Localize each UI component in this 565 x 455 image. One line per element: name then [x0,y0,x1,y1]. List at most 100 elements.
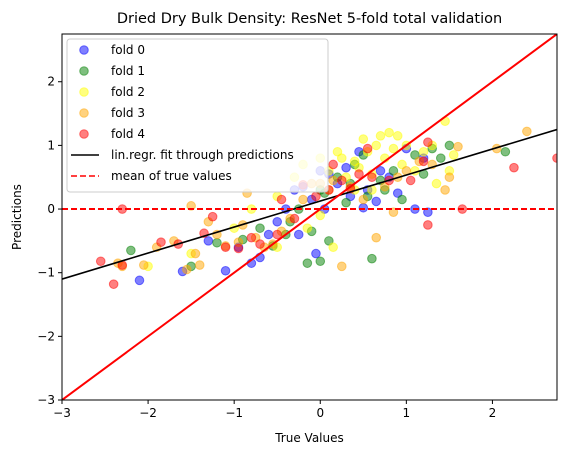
data-point-fold-0 [272,216,283,227]
data-point-fold-1 [367,253,377,264]
data-point-fold-4 [220,242,231,253]
data-point-fold-4 [362,143,373,154]
data-point-fold-4 [95,256,106,267]
data-point-fold-3 [358,194,369,205]
legend-label: fold 3 [111,106,145,120]
legend: fold 0 fold 1 fold 2 fold 3 fold 4 lin.regr. … [66,38,329,193]
data-point-fold-3 [388,207,399,218]
data-point-fold-3 [298,194,308,205]
legend-label: fold 1 [111,64,145,78]
data-point-fold-4 [207,211,218,222]
data-point-fold-0 [263,229,274,240]
data-point-fold-4 [289,213,300,224]
x-tick-label: −2 [139,406,157,420]
data-point-fold-1 [302,258,313,268]
data-point-fold-4 [108,279,119,289]
x-tick-label: 1 [403,406,411,420]
x-tick-label: −3 [53,406,71,420]
data-point-fold-0 [220,265,231,276]
data-point-fold-2 [448,150,459,160]
x-tick-label: 2 [489,406,497,420]
data-point-fold-3 [336,261,347,272]
data-point-fold-3 [186,201,196,211]
data-point-fold-4 [233,243,244,254]
legend-marker [79,66,89,76]
data-point-fold-4 [423,220,433,230]
chart-title: Dried Dry Bulk Density: ResNet 5-fold to… [117,11,502,27]
data-point-fold-3 [371,232,382,243]
data-point-fold-1 [397,194,407,205]
data-point-fold-2 [375,131,386,141]
y-tick-label: 1 [47,138,55,152]
data-point-fold-0 [341,162,351,173]
plot-frame [61,33,558,401]
data-point-fold-1 [500,146,511,157]
data-point-fold-0 [311,248,321,259]
data-point-fold-4 [246,232,257,243]
y-tick-label: 2 [47,75,55,89]
legend-marker [79,129,89,139]
data-point-fold-4 [276,194,287,205]
data-point-fold-2 [388,143,399,154]
data-point-fold-0 [134,275,145,286]
data-point-fold-2 [392,131,403,141]
data-point-fold-4 [328,159,338,170]
data-point-fold-4 [156,237,166,247]
data-point-fold-3 [182,264,192,275]
data-point-fold-2 [418,146,429,157]
legend-marker [79,108,89,118]
identity-line [62,34,557,400]
data-point-fold-3 [453,141,463,152]
y-tick-label: −1 [37,266,55,280]
data-point-fold-2 [302,223,313,233]
data-point-fold-0 [293,229,304,240]
data-point-fold-4 [405,175,416,186]
legend-marker [79,45,89,55]
legend-marker [79,87,89,97]
data-point-fold-4 [552,153,557,163]
data-point-fold-0 [371,196,382,207]
legend-label: fold 0 [111,43,145,57]
data-point-fold-2 [371,140,382,151]
legend-label: mean of true values [111,169,232,183]
data-point-fold-3 [194,260,205,270]
data-point-fold-2 [358,134,369,144]
data-point-fold-3 [190,248,201,259]
data-point-fold-1 [444,140,455,151]
data-point-fold-4 [367,172,377,183]
data-point-fold-4 [311,191,321,202]
plot-area: −3 −2 −1 0 1 2 −3 −2 −1 0 1 2 [37,33,558,420]
legend-label: lin.regr. fit through predictions [111,148,294,162]
data-point-fold-1 [315,256,326,267]
legend-label: fold 2 [111,85,145,99]
data-point-fold-2 [315,210,326,221]
data-point-fold-1 [435,153,446,163]
data-point-fold-3 [138,260,149,270]
data-point-fold-4 [255,239,265,249]
data-point-fold-4 [418,156,429,167]
data-point-fold-1 [255,223,265,233]
data-point-fold-2 [431,178,442,189]
data-point-fold-3 [522,126,532,137]
data-point-fold-4 [423,137,433,148]
data-point-fold-2 [384,127,394,138]
data-point-fold-1 [126,245,136,256]
y-tick-label: −2 [37,329,55,343]
data-point-fold-2 [336,153,347,163]
legend-label: fold 4 [111,127,145,141]
data-point-fold-1 [341,197,351,208]
data-point-fold-0 [423,207,433,218]
y-tick-label: 0 [47,202,55,216]
x-axis-label: True Values [274,431,344,445]
fit-lines [62,34,557,400]
data-point-fold-2 [328,242,338,253]
data-point-fold-3 [440,185,450,195]
data-point-fold-4 [509,162,519,173]
regression-line [62,128,557,280]
data-point-fold-0 [203,236,214,246]
y-axis-label: Predictions [10,184,24,250]
data-point-fold-4 [272,229,283,240]
legend-box [66,38,329,193]
data-point-fold-0 [375,166,386,176]
